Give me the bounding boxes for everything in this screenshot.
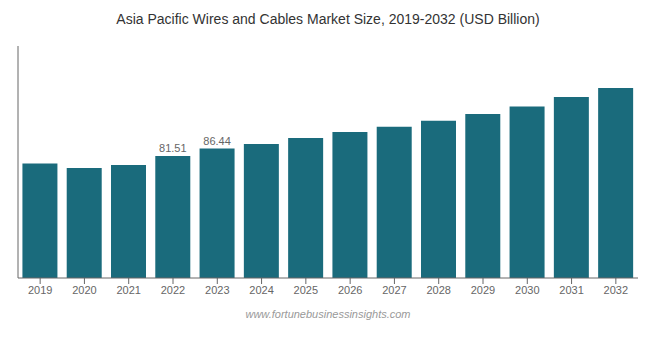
- html-text:Asia Pacific Wires and Cables: Asia Pacific Wires and Cables Market Siz…: [116, 11, 540, 27]
- svg-text:2030: 2030: [515, 284, 539, 296]
- svg-text:2023: 2023: [205, 284, 229, 296]
- svg-text:2021: 2021: [116, 284, 140, 296]
- svg-text:2027: 2027: [382, 284, 406, 296]
- html-text:www.fortunebusinessinsights.co: www.fortunebusinessinsights.com: [245, 308, 411, 320]
- svg-text:2029: 2029: [471, 284, 495, 296]
- svg-text:2026: 2026: [338, 284, 362, 296]
- svg-text:2031: 2031: [559, 284, 583, 296]
- svg-text:2032: 2032: [604, 284, 628, 296]
- svg-text:2025: 2025: [294, 284, 318, 296]
- svg-text:2028: 2028: [426, 284, 450, 296]
- svg-text:2020: 2020: [72, 284, 96, 296]
- svg-text:86.44: 86.44: [203, 135, 231, 147]
- svg-text:2019: 2019: [28, 284, 52, 296]
- svg-text:2024: 2024: [249, 284, 273, 296]
- svg-text:2022: 2022: [161, 284, 185, 296]
- svg-text:81.51: 81.51: [159, 142, 187, 154]
